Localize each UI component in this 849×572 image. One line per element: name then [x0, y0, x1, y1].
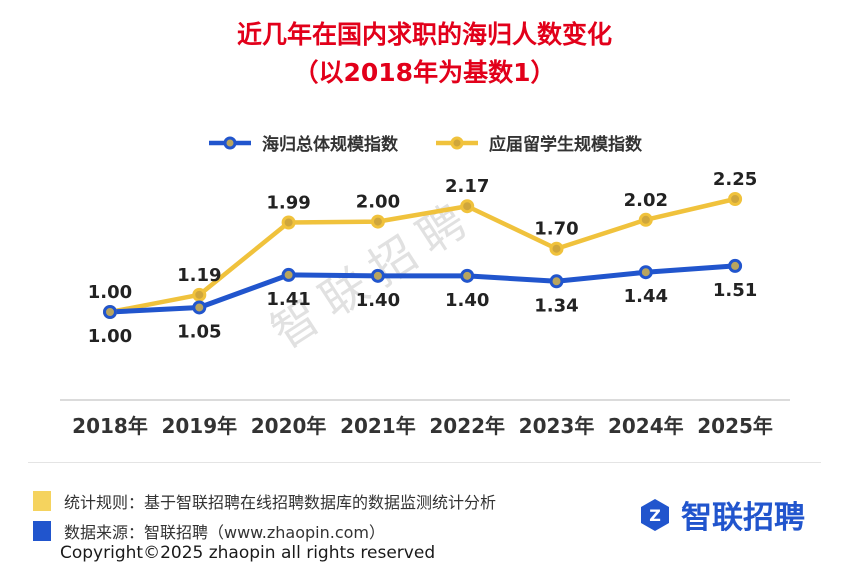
page-title-line2: （以2018年为基数1）: [293, 58, 556, 87]
data-point: [638, 212, 653, 227]
value-label: 1.19: [177, 265, 221, 286]
x-axis-label: 2020年: [251, 414, 327, 438]
note-data-source-text: 数据来源：智联招聘（www.zhaopin.com）: [64, 523, 386, 542]
footer-divider: [28, 462, 821, 463]
x-axis-label: 2025年: [697, 414, 773, 438]
data-point: [460, 268, 475, 283]
zhaopin-logo: Z 智联招聘: [638, 492, 805, 537]
legend-line-marker-icon: [434, 135, 480, 151]
value-label: 1.00: [88, 282, 132, 303]
series-line-liuxuesheng: [107, 196, 738, 315]
value-label: 2.17: [445, 176, 489, 197]
blue-square-icon: [33, 521, 51, 541]
value-label: 1.00: [88, 326, 132, 347]
x-axis-label: 2018年: [72, 414, 148, 438]
page-title: 近几年在国内求职的海归人数变化 （以2018年为基数1）: [0, 16, 849, 92]
data-point: [281, 215, 296, 230]
data-point: [549, 241, 564, 256]
data-point: [728, 258, 743, 273]
page-title-line1: 近几年在国内求职的海归人数变化: [236, 20, 612, 49]
note-stat-rule: 统计规则：基于智联招聘在线招聘数据库的数据监测统计分析: [33, 489, 496, 513]
data-point: [728, 192, 743, 206]
value-label: 1.51: [713, 280, 757, 301]
value-label: 2.25: [713, 169, 757, 190]
value-label: 1.70: [534, 219, 578, 240]
value-label: 2.00: [356, 192, 400, 213]
note-data-source: 数据来源：智联招聘（www.zhaopin.com）: [33, 519, 385, 543]
x-axis-label: 2023年: [519, 414, 595, 438]
zhaopin-logo-icon: Z: [641, 498, 669, 531]
legend-item-liuxuesheng-index: 应届留学生规模指数: [434, 130, 642, 155]
data-point: [192, 300, 207, 315]
x-axis-label: 2019年: [161, 414, 237, 438]
data-point: [549, 274, 564, 289]
data-point: [460, 199, 475, 214]
value-label: 1.05: [177, 321, 221, 342]
x-axis-label: 2024年: [608, 414, 684, 438]
series-line-haigui: [107, 263, 738, 315]
data-point: [281, 267, 296, 282]
svg-text:Z: Z: [649, 506, 661, 525]
data-point: [370, 214, 385, 229]
legend-line-marker-icon: [207, 135, 253, 151]
x-axis-label: 2021年: [340, 414, 416, 438]
copyright-text: Copyright©2025 zhaopin all rights reserv…: [60, 543, 436, 563]
note-stat-rule-text: 统计规则：基于智联招聘在线招聘数据库的数据监测统计分析: [64, 493, 497, 512]
legend-label: 海归总体规模指数: [262, 135, 398, 155]
data-point: [370, 268, 385, 283]
zhaopin-logo-text: 智联招聘: [681, 500, 805, 536]
value-label: 1.99: [266, 193, 310, 214]
chart-legend: 海归总体规模指数 应届留学生规模指数: [0, 130, 849, 155]
data-point: [192, 287, 207, 302]
value-label: 2.02: [624, 190, 668, 211]
data-point: [638, 265, 653, 280]
yellow-square-icon: [33, 491, 51, 511]
legend-label: 应届留学生规模指数: [489, 135, 642, 155]
data-point: [103, 305, 117, 319]
legend-item-haigui-index: 海归总体规模指数: [207, 130, 398, 155]
value-label: 1.44: [624, 286, 668, 307]
value-label: 1.40: [356, 290, 400, 311]
x-axis-label: 2022年: [429, 414, 505, 438]
value-label: 1.41: [266, 289, 310, 310]
value-label: 1.40: [445, 290, 489, 311]
value-label: 1.34: [534, 295, 578, 316]
